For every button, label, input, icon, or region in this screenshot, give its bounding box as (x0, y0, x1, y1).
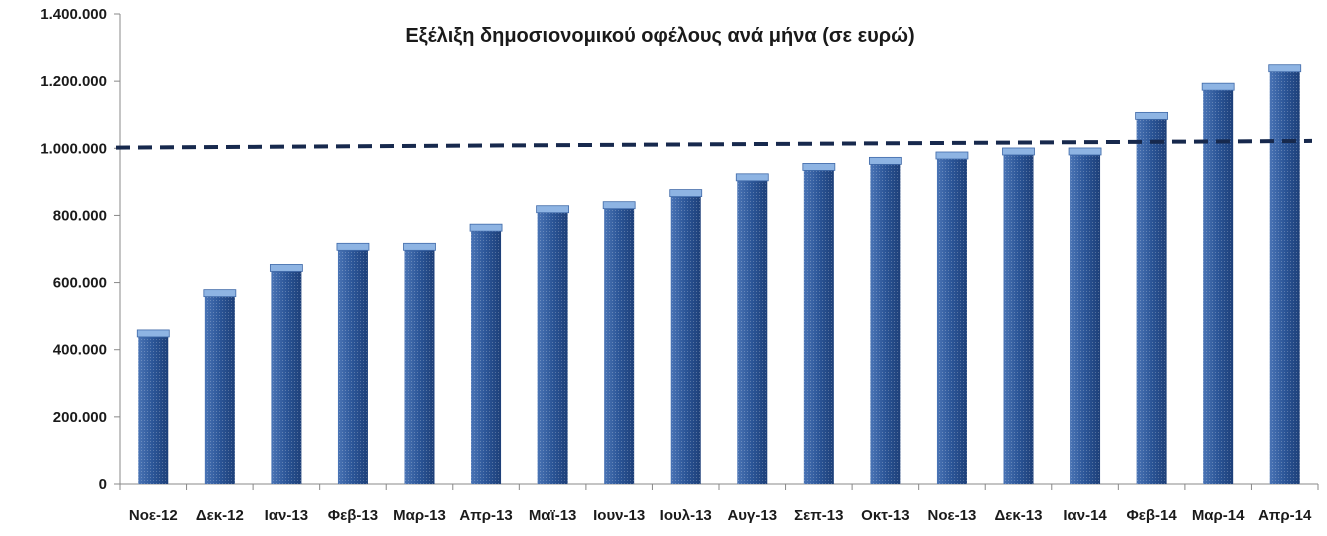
bar (1268, 64, 1302, 484)
bar-texture (870, 160, 901, 484)
x-tick-label: Αυγ-13 (727, 507, 777, 524)
x-axis: Νοε-12 Δεκ-12 Ιαν-13 Φεβ-13 Μαρ-13 Απρ-13 Μαϊ-… (119, 483, 1319, 524)
y-tick-label: 600.000 (53, 275, 107, 292)
bar (536, 205, 570, 484)
bar-cap (469, 223, 503, 232)
bar-texture (271, 267, 302, 484)
x-tick-label: Νοε-12 (129, 507, 178, 524)
bar (469, 223, 503, 484)
y-tick-label: 800.000 (53, 207, 107, 224)
chart-title: Εξέλιξη δημοσιονομικού οφέλους ανά μήνα … (405, 25, 914, 47)
x-tick-label: Οκτ-13 (861, 507, 909, 524)
bar-texture (1203, 86, 1234, 484)
bar-cap (336, 242, 370, 251)
x-tick-label: Απρ-14 (1258, 507, 1312, 524)
bar-texture (1070, 150, 1101, 484)
bar-cap (403, 242, 436, 251)
y-axis: 0 200.000 400.000 600.000 800.000 1.000.000 1.… (40, 6, 121, 493)
bars (136, 64, 1302, 485)
bar-cap (1002, 147, 1035, 156)
x-tick-label: Ιουν-13 (593, 507, 645, 524)
bar-texture (803, 166, 834, 484)
bar-texture (138, 332, 169, 484)
bar-texture (537, 208, 568, 484)
x-tick-label: Φεβ-14 (1126, 507, 1177, 524)
bar (1068, 147, 1102, 484)
bar-cap (935, 151, 969, 160)
x-tick-label: Ιουλ-13 (660, 507, 712, 524)
bar-cap (536, 205, 570, 214)
bar-cap (868, 156, 902, 165)
trend-line-path (115, 138, 1313, 150)
x-tick-label: Απρ-13 (459, 507, 512, 524)
bar-cap (1201, 82, 1235, 91)
bar-cap (203, 289, 237, 298)
bar-texture (1003, 150, 1034, 484)
bar-cap (602, 201, 636, 210)
bar-cap (1068, 147, 1102, 156)
bar (802, 163, 836, 484)
bar (602, 201, 636, 484)
bar-texture (737, 176, 768, 485)
bar (336, 242, 370, 484)
y-tick-label: 200.000 (53, 409, 107, 426)
y-tick-label: 1.000.000 (40, 140, 107, 157)
bar (1002, 147, 1035, 484)
bar (1201, 82, 1235, 484)
x-tick-label: Δεκ-13 (995, 507, 1043, 524)
x-tick-label: Ιαν-14 (1063, 507, 1107, 524)
bar-cap (269, 264, 303, 272)
bar-texture (1136, 115, 1167, 484)
x-tick-label: Ιαν-13 (265, 507, 308, 524)
bar-texture (404, 246, 435, 484)
bar (1135, 111, 1169, 484)
bar (735, 173, 769, 485)
x-tick-label: Σεπ-13 (794, 507, 843, 524)
bar-texture (337, 246, 368, 484)
bar (203, 289, 237, 484)
x-tick-label: Μαϊ-13 (529, 507, 577, 524)
trend-line (115, 138, 1313, 150)
bar-texture (1269, 67, 1300, 484)
y-tick-label: 0 (99, 476, 107, 493)
bar-texture (670, 192, 701, 484)
bar (935, 151, 969, 484)
bar (669, 189, 703, 484)
bar (269, 264, 303, 484)
bar-cap (136, 329, 170, 338)
x-tick-label: Μαρ-14 (1192, 507, 1245, 524)
bar (868, 156, 902, 484)
bar-texture (204, 292, 235, 484)
x-tick-label: Φεβ-13 (328, 507, 378, 524)
bar-cap (1135, 111, 1169, 120)
bar-cap (1268, 64, 1302, 73)
y-tick-label: 1.200.000 (40, 73, 107, 90)
bar-cap (735, 173, 769, 182)
bar-cap (802, 163, 836, 171)
bar (136, 329, 170, 484)
bar-texture (604, 204, 635, 484)
bar-texture (471, 227, 502, 484)
y-tick-label: 1.400.000 (40, 6, 107, 23)
bar-cap (669, 189, 703, 198)
x-tick-label: Νοε-13 (928, 507, 977, 524)
bar (403, 242, 436, 484)
y-tick-label: 400.000 (53, 342, 107, 359)
x-tick-label: Μαρ-13 (393, 507, 446, 524)
x-tick-label: Δεκ-12 (196, 507, 244, 524)
bar-texture (936, 155, 967, 484)
